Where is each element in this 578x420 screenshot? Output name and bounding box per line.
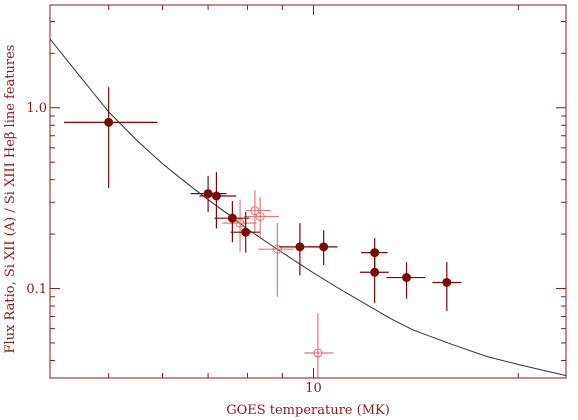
y-tick-label: 1.0 (26, 101, 47, 116)
filled-marker (211, 191, 221, 201)
y-axis-label: Flux Ratio, Si XII (A) / Si XIII Heβ lin… (3, 45, 18, 354)
data-point (359, 251, 389, 304)
filled-marker (319, 242, 329, 252)
open-marker (272, 244, 282, 254)
data-point (190, 175, 227, 213)
filled-marker (227, 213, 237, 223)
filled-marker (241, 227, 251, 237)
data-point (245, 190, 271, 235)
filled-marker (442, 277, 452, 287)
open-marker (313, 348, 323, 358)
open-marker (235, 218, 245, 228)
plot-frame (49, 4, 567, 379)
data-point (432, 262, 462, 312)
data-point (222, 199, 257, 252)
filled-marker (295, 242, 305, 252)
filled-marker (104, 117, 114, 127)
filled-marker (370, 267, 380, 277)
filled-marker (402, 273, 412, 283)
data-point (199, 172, 237, 229)
data-point (307, 230, 338, 265)
y-tick-label: 0.1 (26, 282, 47, 297)
data-point (214, 200, 250, 243)
open-marker (250, 205, 260, 216)
data-point (243, 197, 280, 239)
data-point (64, 87, 158, 188)
x-tick-label: 10 (305, 381, 322, 396)
data-point (230, 212, 261, 253)
data-point (258, 223, 294, 297)
data-point (304, 313, 334, 378)
x-axis-label: GOES temperature (MK) (226, 403, 390, 418)
open-marker (255, 212, 265, 222)
data-point (386, 262, 426, 299)
model-curve (49, 38, 567, 377)
